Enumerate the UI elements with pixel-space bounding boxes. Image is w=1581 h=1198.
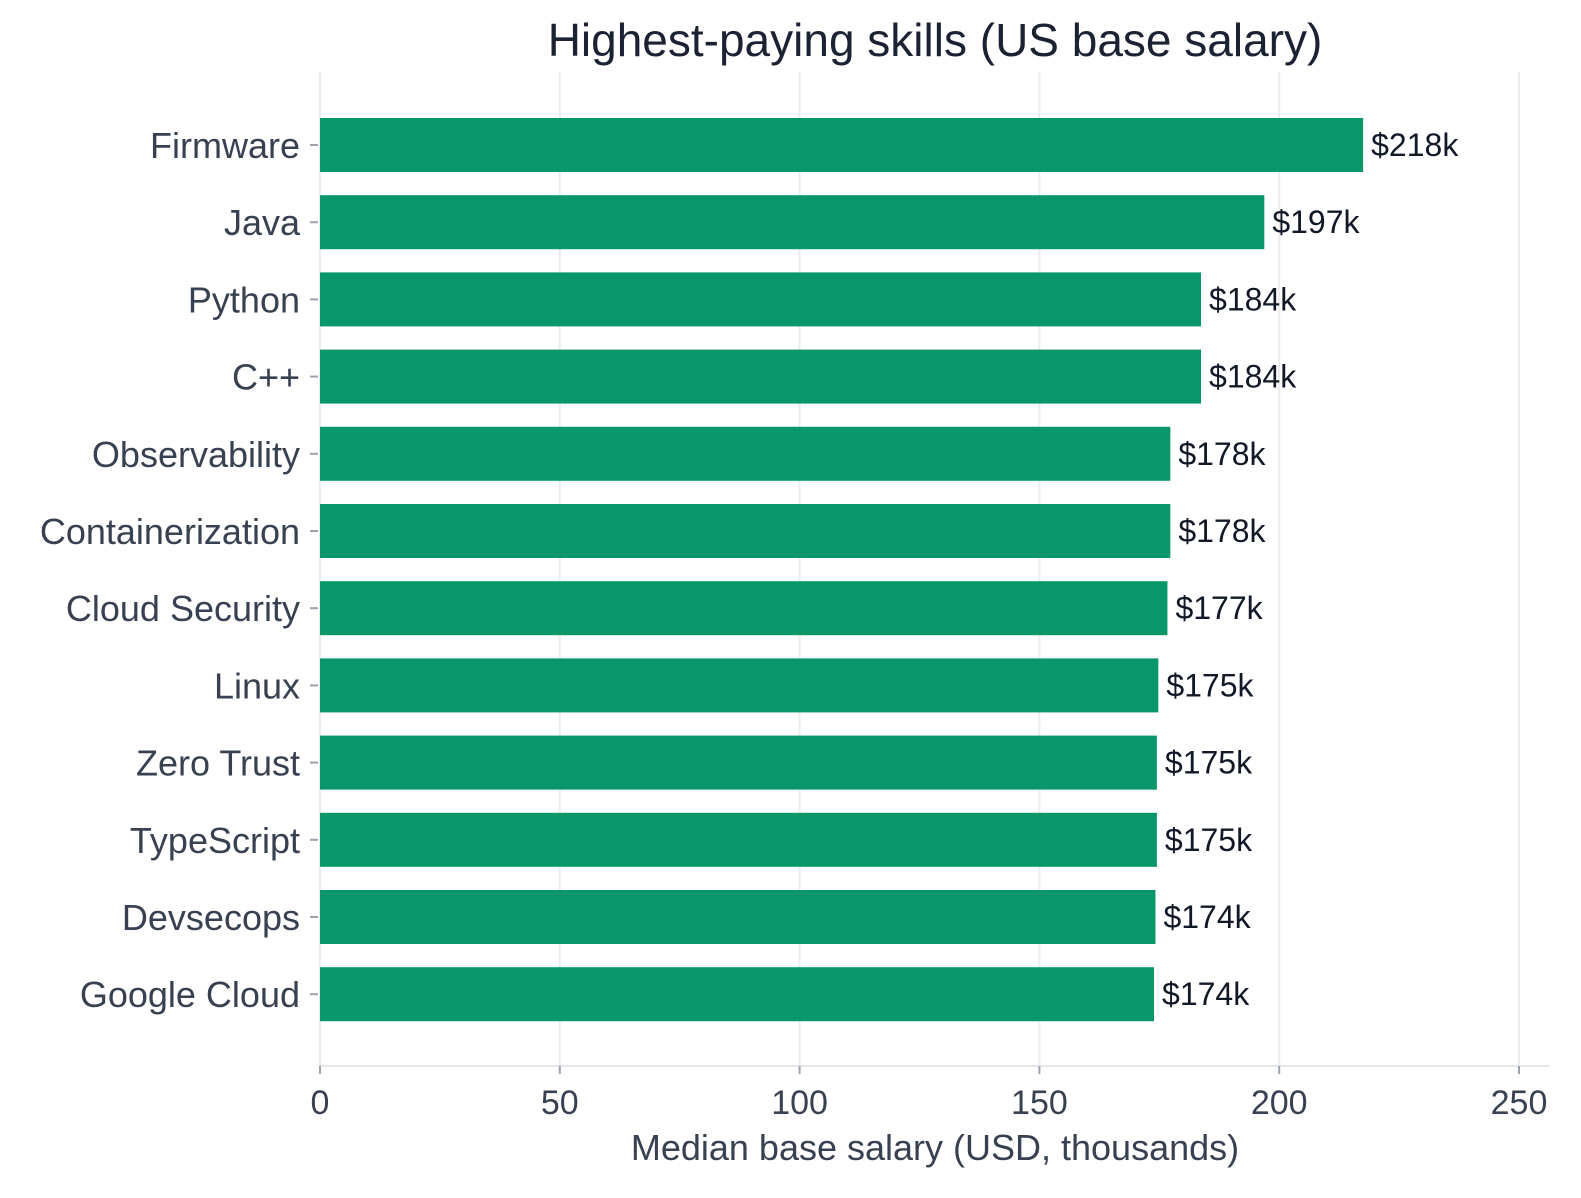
bar-value-label: $218k [1371,127,1459,163]
bar-value-label: $197k [1272,204,1360,240]
bar [320,658,1159,713]
bar [320,735,1157,790]
chart-title: Highest-paying skills (US base salary) [548,14,1323,66]
bars: $218k $197k $184k $184k $178k $178k $177k $175k… [320,118,1459,1022]
bar-value-label: $177k [1175,590,1263,626]
category-label: Observability [92,434,300,475]
bar-value-label: $175k [1165,822,1253,858]
bar-value-label: $174k [1163,899,1251,935]
bar [320,272,1202,327]
bar [320,581,1168,636]
category-label: Containerization [40,511,300,552]
x-tick-label: 0 [311,1084,330,1122]
category-label: Cloud Security [66,588,300,629]
bar [320,504,1171,558]
bar [320,195,1265,250]
category-label: Linux [214,665,300,706]
bar-value-label: $175k [1165,745,1253,781]
category-label: Python [188,279,300,320]
bar [320,349,1202,404]
bar [320,118,1364,172]
category-label: Zero Trust [136,743,300,784]
category-labels: Firmware Java Python C++ Observability Contai… [40,125,318,1015]
x-tick-label: 150 [1011,1084,1068,1122]
category-label: Devsecops [122,897,300,938]
x-tick-label: 50 [541,1084,579,1122]
x-axis-ticks: 0 50 100 150 200 250 [311,1066,1548,1122]
bar [320,967,1155,1022]
category-label: Google Cloud [80,974,300,1015]
category-label: TypeScript [130,820,300,861]
bar-value-label: $175k [1166,667,1254,703]
bar [320,812,1157,867]
x-tick-label: 200 [1251,1084,1308,1122]
category-label: Java [224,202,301,243]
x-axis-label: Median base salary (USD, thousands) [631,1127,1239,1168]
category-label: C++ [232,357,300,398]
bar-value-label: $178k [1178,436,1266,472]
x-tick-label: 100 [771,1084,828,1122]
x-tick-label: 250 [1491,1084,1548,1122]
category-label: Firmware [150,125,300,166]
bar [320,426,1171,481]
bar-value-label: $184k [1209,359,1297,395]
bar [320,890,1156,944]
bar-value-label: $174k [1162,976,1250,1012]
bar-value-label: $184k [1209,281,1297,317]
bar-value-label: $178k [1178,513,1266,549]
